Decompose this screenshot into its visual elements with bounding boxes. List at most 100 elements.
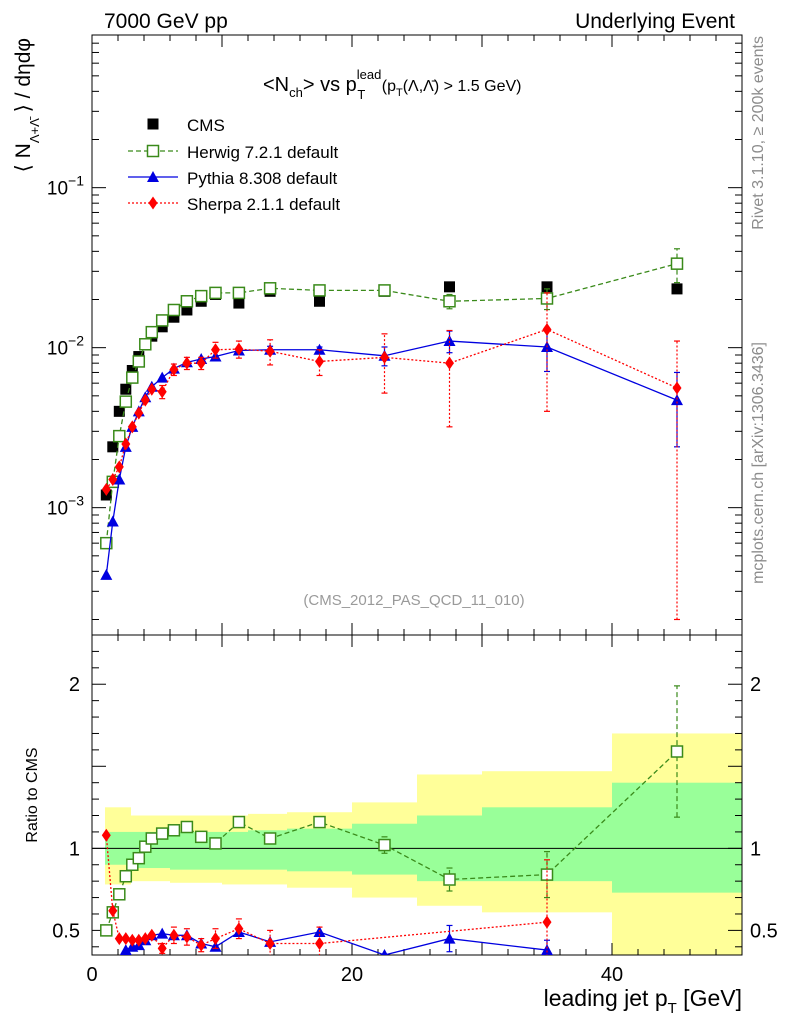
herwig-marker bbox=[132, 355, 146, 368]
herwig-marker bbox=[146, 144, 160, 158]
herwig-marker bbox=[263, 832, 277, 845]
herwig-marker bbox=[263, 282, 277, 295]
herwig-marker bbox=[232, 286, 246, 300]
herwig-marker bbox=[378, 284, 391, 297]
sherpa-marker bbox=[315, 937, 324, 951]
herwig-marker bbox=[155, 827, 169, 840]
pythia-marker bbox=[443, 335, 456, 347]
herwig-marker bbox=[209, 837, 222, 850]
main-series-herwig bbox=[100, 248, 684, 550]
sherpa-marker bbox=[380, 350, 389, 364]
herwig-marker bbox=[145, 832, 159, 845]
sherpa-marker bbox=[182, 930, 192, 944]
sherpa-marker bbox=[672, 381, 682, 395]
herwig-marker bbox=[132, 851, 146, 865]
ratio-y-tick-label: 0.5 bbox=[52, 920, 80, 942]
cms-marker bbox=[126, 364, 138, 376]
legend-label-herwig: Herwig 7.2.1 default bbox=[187, 143, 338, 162]
herwig-marker bbox=[209, 286, 222, 300]
cms-marker bbox=[233, 297, 245, 309]
herwig-marker bbox=[180, 295, 194, 308]
ratio-series-sherpa bbox=[101, 828, 552, 955]
sherpa-marker bbox=[542, 322, 552, 336]
herwig-marker bbox=[378, 838, 391, 852]
ratio-y-label: Ratio to CMS bbox=[24, 747, 41, 842]
sherpa-marker bbox=[134, 406, 144, 420]
pythia-marker bbox=[671, 394, 683, 406]
herwig-marker bbox=[139, 338, 152, 351]
y-tick-label: 10−1 bbox=[47, 173, 84, 200]
sherpa-marker bbox=[445, 356, 454, 370]
cms-marker bbox=[541, 281, 553, 293]
herwig-marker bbox=[313, 284, 326, 297]
legend-label-sherpa: Sherpa 2.1.1 default bbox=[187, 195, 340, 214]
sherpa-marker bbox=[157, 941, 167, 955]
herwig-marker bbox=[113, 888, 126, 901]
sherpa-marker bbox=[101, 482, 111, 496]
cms-marker bbox=[181, 304, 193, 316]
sherpa-marker bbox=[127, 420, 137, 434]
cms-marker bbox=[671, 283, 683, 295]
herwig-marker bbox=[126, 858, 139, 871]
sherpa-marker bbox=[140, 393, 150, 407]
sherpa-marker bbox=[147, 928, 157, 942]
herwig-marker bbox=[167, 303, 181, 317]
herwig-marker bbox=[167, 824, 181, 837]
sherpa-marker bbox=[169, 363, 179, 377]
ratio-y-tick-label-right: 0.5 bbox=[750, 920, 778, 942]
sherpa-marker bbox=[315, 354, 324, 368]
sherpa-marker bbox=[196, 938, 206, 952]
herwig-marker bbox=[443, 295, 456, 308]
sherpa-marker bbox=[121, 932, 131, 946]
sherpa-marker bbox=[108, 904, 118, 918]
ratio-y-tick-label: 2 bbox=[69, 674, 80, 696]
pythia-marker bbox=[381, 949, 388, 955]
sherpa-line bbox=[105, 328, 678, 490]
x-axis-label: leading jet pT [GeV] bbox=[544, 985, 742, 1017]
herwig-marker bbox=[313, 815, 326, 829]
pythia-marker bbox=[147, 171, 159, 182]
legend-label-data: CMS bbox=[187, 116, 225, 135]
sherpa-marker bbox=[182, 356, 192, 370]
herwig-marker bbox=[232, 815, 246, 829]
main-series-data bbox=[100, 281, 683, 501]
header-right: Underlying Event bbox=[575, 10, 735, 33]
herwig-marker bbox=[119, 395, 133, 408]
y-tick-label: 10−2 bbox=[47, 333, 84, 360]
x-tick-label: 0 bbox=[86, 964, 97, 986]
sherpa-marker bbox=[265, 937, 275, 951]
pythia-marker bbox=[156, 927, 169, 939]
sherpa-marker bbox=[211, 932, 220, 946]
herwig-marker bbox=[100, 536, 113, 550]
sherpa-marker bbox=[234, 342, 244, 356]
sherpa-marker bbox=[196, 356, 206, 370]
sherpa-marker bbox=[265, 344, 275, 358]
ratio-y-tick-label-right: 1 bbox=[750, 838, 761, 860]
herwig-marker bbox=[119, 869, 133, 883]
ratio-bands bbox=[105, 733, 742, 955]
analysis-id: (CMS_2012_PAS_QCD_11_010) bbox=[303, 592, 524, 609]
cms-marker bbox=[113, 405, 125, 417]
sherpa-marker bbox=[147, 382, 157, 396]
herwig-marker bbox=[180, 820, 194, 834]
legend-item-sherpa: Sherpa 2.1.1 default bbox=[128, 195, 340, 214]
uncertainty-band-inner bbox=[287, 828, 352, 872]
sherpa-marker bbox=[169, 928, 179, 942]
header-left: 7000 GeV pp bbox=[104, 10, 228, 33]
sherpa-marker bbox=[234, 922, 244, 936]
x-tick-label: 20 bbox=[341, 964, 363, 986]
herwig-marker bbox=[670, 257, 684, 270]
y-axis-label: ⟨ NΛ+Λ̄ ⟩ / dηdφ bbox=[12, 38, 42, 172]
herwig-marker bbox=[670, 745, 684, 758]
pythia-marker bbox=[100, 568, 113, 580]
herwig-marker bbox=[126, 371, 139, 384]
sherpa-marker bbox=[114, 932, 124, 946]
sherpa-marker bbox=[114, 460, 124, 474]
cms-marker bbox=[156, 321, 168, 333]
sherpa-marker bbox=[542, 915, 552, 929]
herwig-marker bbox=[139, 840, 152, 853]
cms-marker bbox=[168, 311, 180, 323]
sherpa-marker bbox=[121, 437, 131, 451]
legend-item-herwig: Herwig 7.2.1 default bbox=[128, 143, 338, 162]
